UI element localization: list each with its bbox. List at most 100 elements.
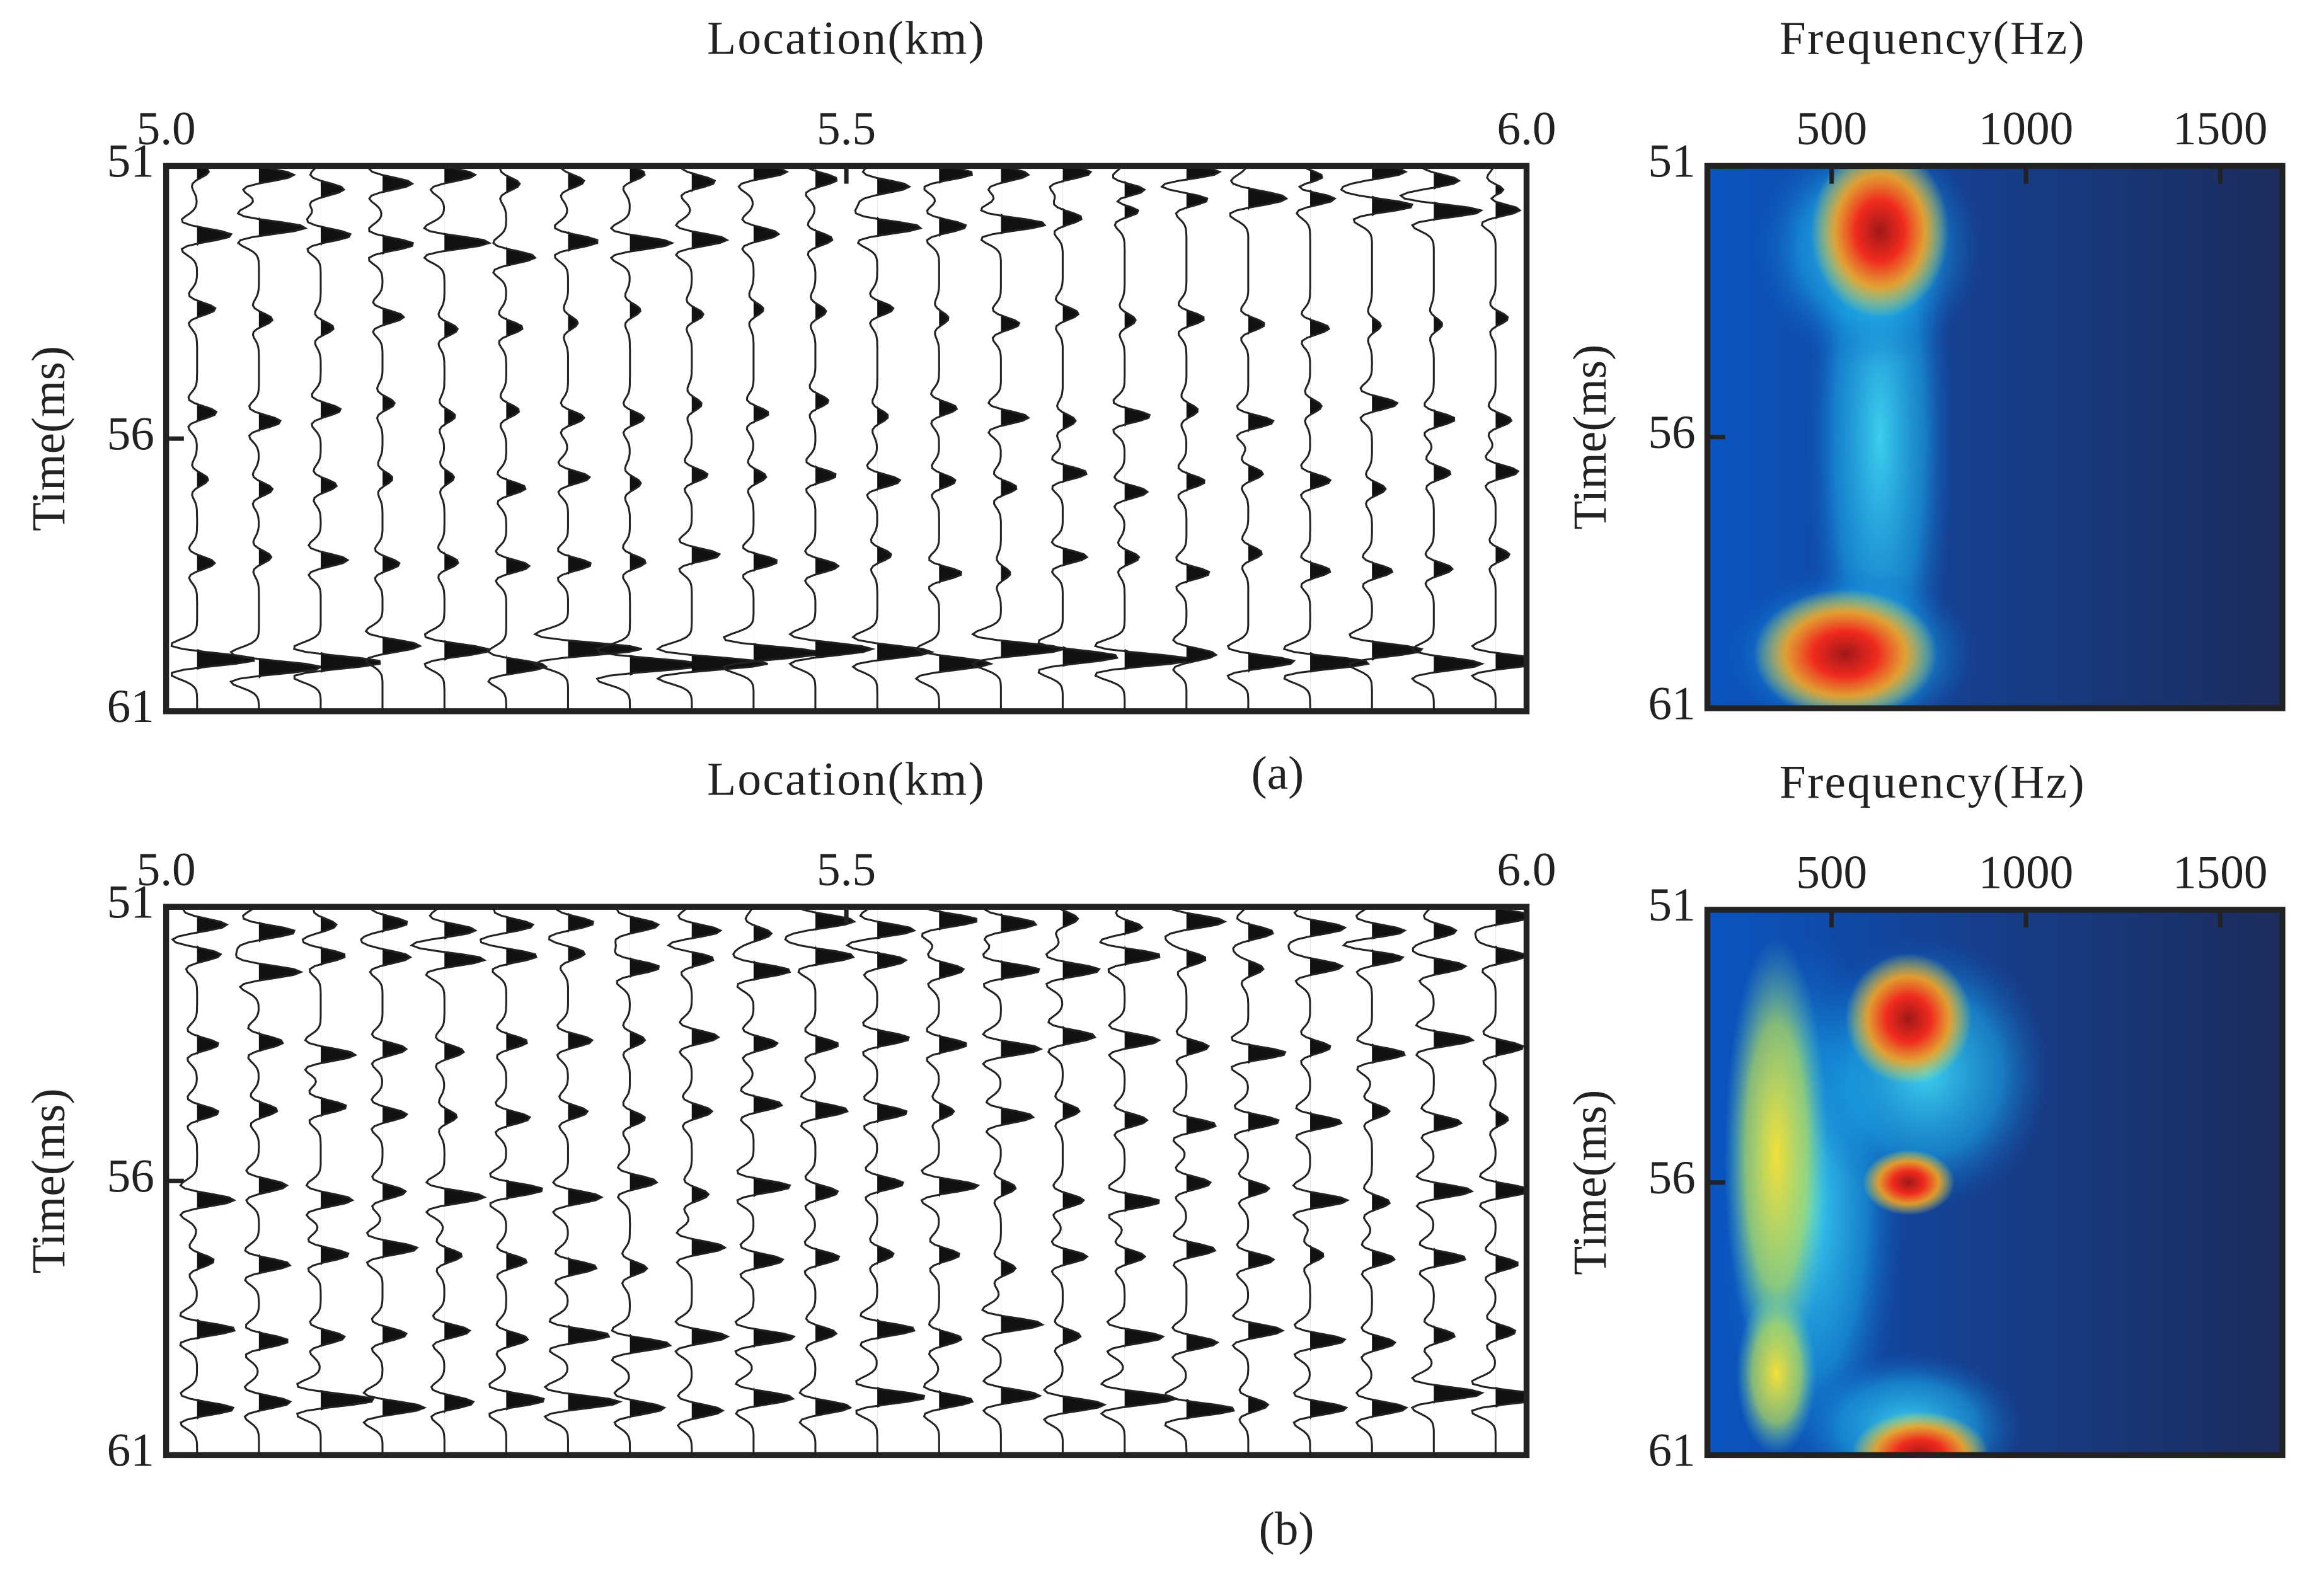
x-tick-label: 1500 <box>2173 103 2268 155</box>
trace-fill <box>444 907 485 1455</box>
y-tick-label: 61 <box>107 1425 154 1477</box>
x-tick-label: 5.5 <box>817 103 876 155</box>
trace-fill <box>197 907 235 1455</box>
x-axis-label: Frequency(Hz) <box>1780 12 2086 64</box>
trace <box>788 166 876 711</box>
plot-area <box>1707 909 2282 1455</box>
trace-fill <box>506 166 546 711</box>
trace-fill <box>1372 166 1422 711</box>
x-tick-label: 1500 <box>2173 846 2268 898</box>
trace <box>532 166 642 711</box>
trace <box>293 166 381 711</box>
spectrum-blob <box>1753 588 1938 709</box>
trace <box>1164 907 1236 1455</box>
x-axis-label: Location(km) <box>707 12 986 64</box>
trace <box>845 907 926 1455</box>
panel: Location(km) Time(ms) 5.0 5.5 6.0 51 56 61 <box>23 753 1556 1476</box>
trace <box>1042 907 1107 1455</box>
trace-fill <box>753 166 820 711</box>
y-tick-label: 51 <box>107 135 154 188</box>
trace <box>722 166 823 711</box>
trace-fill <box>815 907 854 1455</box>
trace <box>1037 166 1119 711</box>
trace <box>1159 166 1222 711</box>
caption: (a) <box>1251 747 1304 800</box>
y-axis-label: Time(ms) <box>23 1088 75 1273</box>
plot-area <box>170 166 1527 711</box>
trace <box>981 907 1045 1455</box>
trace-fill <box>1124 166 1190 711</box>
x-tick-label: 5.0 <box>137 844 196 896</box>
spectrum-blob <box>1810 166 1949 318</box>
trace <box>487 166 549 711</box>
trace-fill <box>1062 907 1105 1455</box>
trace-fill <box>1124 907 1176 1455</box>
trace-fill <box>1186 166 1220 711</box>
trace-fill <box>1372 907 1406 1455</box>
trace-fill <box>691 907 728 1455</box>
plot-area <box>1707 166 2282 709</box>
trace-fill <box>197 166 254 711</box>
trace-fill <box>691 166 768 711</box>
y-tick-label: 56 <box>107 1151 154 1203</box>
trace-fill <box>320 907 374 1455</box>
y-tick-label: 56 <box>107 408 154 460</box>
trace-fill <box>877 166 932 711</box>
trace-fill <box>1310 166 1369 711</box>
trace <box>543 907 623 1455</box>
y-tick-label: 51 <box>107 876 154 929</box>
trace <box>229 166 325 711</box>
y-axis-label: Time(ms) <box>23 346 75 531</box>
trace-fill <box>630 907 670 1455</box>
panel: Frequency(Hz) Time(ms) 500 1000 1500 51 56 61 <box>1564 12 2286 730</box>
y-axis-label: Time(ms) <box>1564 345 1616 530</box>
trace-fill <box>506 907 544 1455</box>
x-tick-label: 1000 <box>1979 103 2074 155</box>
spectrum-blob <box>1736 1291 1817 1455</box>
y-tick-label: 56 <box>1648 1152 1695 1204</box>
x-tick-label: 6.0 <box>1497 103 1556 155</box>
panel: Frequency(Hz) Time(ms) 500 1000 1500 51 56 61 <box>1564 756 2286 1477</box>
x-tick-label: 500 <box>1796 103 1867 155</box>
trace <box>666 907 730 1455</box>
trace-fill <box>258 907 301 1455</box>
x-tick-label: 5.0 <box>137 103 196 155</box>
trace <box>595 166 706 711</box>
trace <box>364 166 423 711</box>
trace <box>1342 907 1408 1455</box>
spectrum-blob <box>1845 953 1972 1084</box>
trace-fill <box>382 907 425 1455</box>
trace-fill <box>1062 166 1117 711</box>
x-tick-label: 5.5 <box>817 844 876 896</box>
trace-fill <box>1248 166 1294 711</box>
trace <box>732 907 797 1455</box>
trace <box>784 907 856 1455</box>
spectrum-blob <box>1724 937 1829 1374</box>
trace <box>296 907 375 1455</box>
spectrum-blob <box>1862 1149 1955 1215</box>
trace-fill <box>1434 907 1482 1455</box>
trace-fill <box>320 166 380 711</box>
trace <box>851 166 935 711</box>
trace <box>1098 907 1180 1455</box>
trace-fill <box>1495 907 1527 1455</box>
trace-fill <box>1434 166 1482 711</box>
y-tick-label: 61 <box>107 680 154 733</box>
trace-fill <box>258 166 322 711</box>
trace <box>655 166 768 711</box>
trace-fill <box>1248 907 1286 1455</box>
y-tick-label: 51 <box>1648 135 1695 188</box>
trace <box>1231 907 1287 1455</box>
y-tick-label: 61 <box>1648 677 1695 730</box>
trace <box>479 907 545 1455</box>
trace <box>1287 907 1350 1455</box>
x-tick-label: 1000 <box>1979 846 2074 898</box>
trace-fill <box>1001 166 1064 711</box>
x-tick-label: 500 <box>1796 846 1867 898</box>
y-tick-label: 51 <box>1648 879 1695 931</box>
trace-fill <box>444 166 490 711</box>
trace <box>1282 166 1371 711</box>
trace-fill <box>753 907 795 1455</box>
trace <box>611 907 672 1455</box>
